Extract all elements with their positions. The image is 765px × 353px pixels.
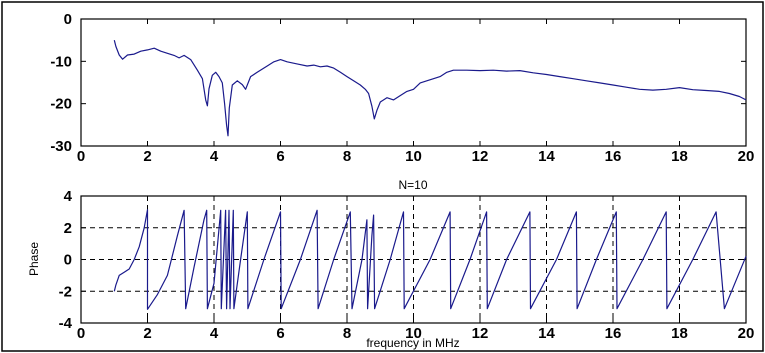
x-tick-label: 10 xyxy=(405,148,422,165)
y-tick-label: -30 xyxy=(50,138,72,155)
magnitude-series xyxy=(113,40,747,137)
y-tick-label: 0 xyxy=(64,11,72,28)
x-tick-label: 12 xyxy=(472,148,489,165)
x-tick-label: 4 xyxy=(210,325,219,342)
y-tick-label: -2 xyxy=(59,283,72,300)
x-tick-label: 8 xyxy=(343,325,351,342)
x-tick-label: 2 xyxy=(143,148,151,165)
x-tick-label: 0 xyxy=(77,148,85,165)
magnitude-x-ticks: 0 2 4 6 8 10 12 14 16 18 20 xyxy=(77,19,755,165)
phase-grid xyxy=(81,196,746,323)
x-tick-label: 16 xyxy=(605,148,622,165)
x-tick-label: 16 xyxy=(605,325,622,342)
x-tick-label: 0 xyxy=(77,325,85,342)
y-tick-label: 0 xyxy=(64,252,72,269)
x-tick-label: 18 xyxy=(671,148,688,165)
phase-x-ticks: 0 2 4 6 8 10 12 14 16 18 20 xyxy=(77,196,755,342)
phase-chart-title: N=10 xyxy=(398,178,427,192)
series-line xyxy=(113,40,747,137)
phase-y-ticks: 4 2 0 -2 -4 xyxy=(59,188,746,332)
series-line xyxy=(113,209,747,310)
x-tick-label: 20 xyxy=(738,325,755,342)
x-tick-label: 6 xyxy=(276,325,284,342)
phase-y-axis-label: Phase xyxy=(27,242,41,276)
x-tick-label: 18 xyxy=(671,325,688,342)
x-tick-label: 8 xyxy=(343,148,351,165)
y-tick-label: -4 xyxy=(59,315,73,332)
x-tick-label: 10 xyxy=(405,325,422,342)
phase-x-axis-label: frequency in MHz xyxy=(366,336,459,350)
x-tick-label: 12 xyxy=(472,325,489,342)
phase-series xyxy=(113,209,747,310)
x-tick-label: 20 xyxy=(738,148,755,165)
x-tick-label: 2 xyxy=(143,325,151,342)
x-tick-label: 4 xyxy=(210,148,219,165)
y-tick-label: 4 xyxy=(64,188,73,205)
x-tick-label: 14 xyxy=(538,325,555,342)
magnitude-chart: 0 2 4 6 8 10 12 14 16 18 20 0 -10 -20 -30 xyxy=(50,11,754,165)
y-tick-label: -20 xyxy=(50,96,72,113)
x-tick-label: 6 xyxy=(276,148,284,165)
y-tick-label: 2 xyxy=(64,220,72,237)
phase-chart: N=10 0 2 4 6 8 10 12 14 16 18 20 420-2-4 frequency… xyxy=(27,178,754,350)
magnitude-y-ticks: 0 -10 -20 -30 xyxy=(50,11,746,155)
y-tick-label: -10 xyxy=(50,53,72,70)
x-tick-label: 14 xyxy=(538,148,555,165)
